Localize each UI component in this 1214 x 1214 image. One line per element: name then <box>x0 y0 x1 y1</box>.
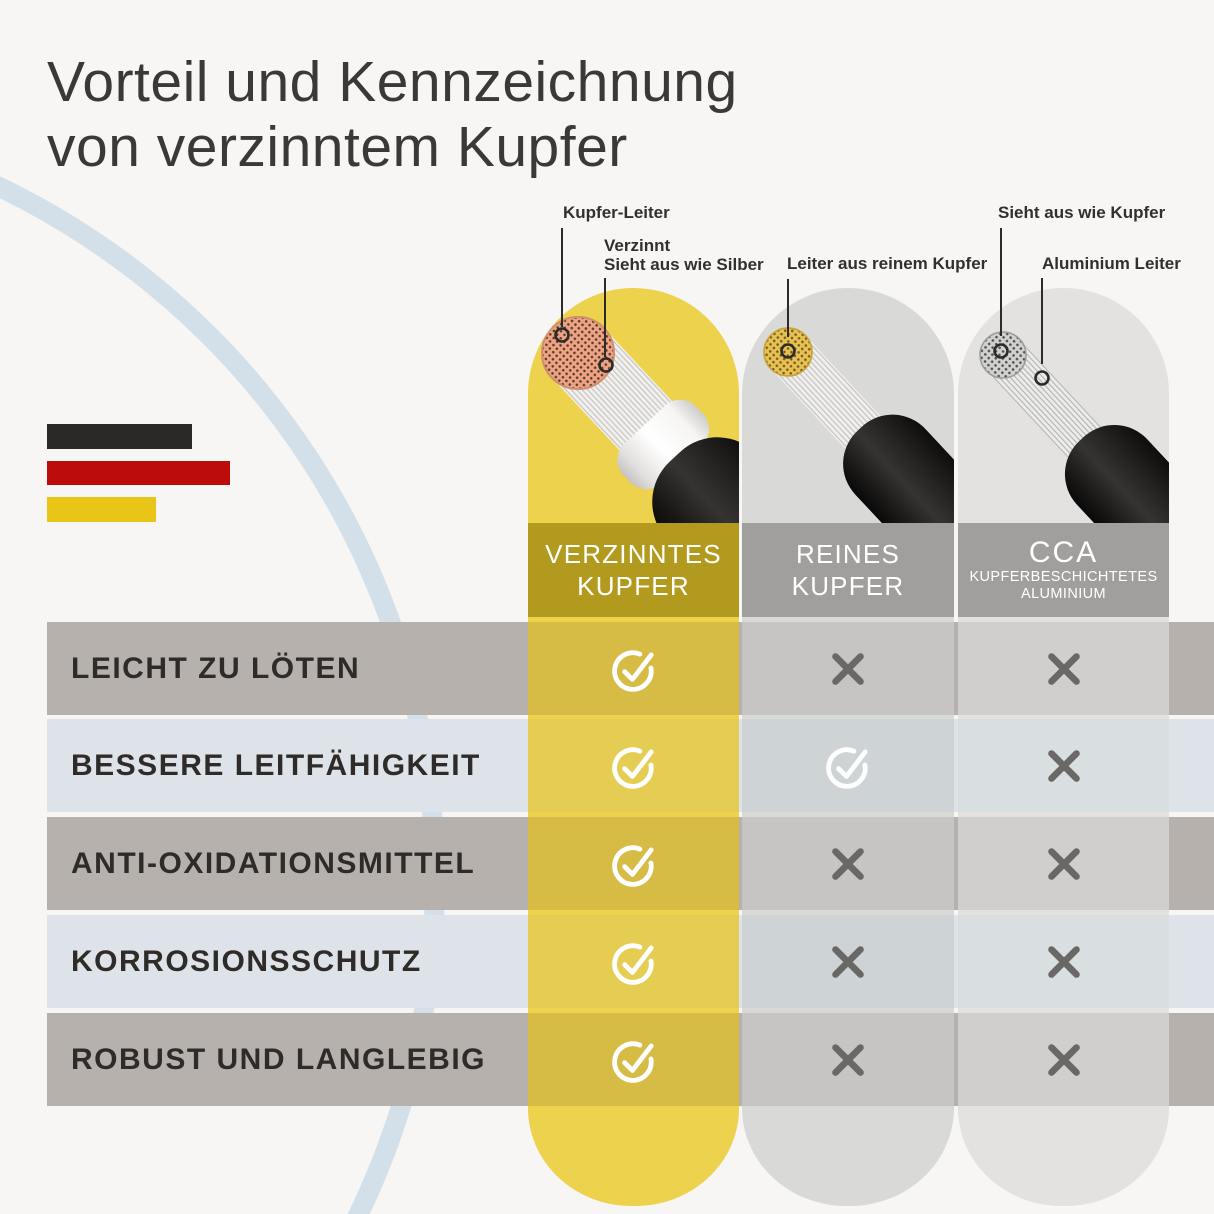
column-header-line1: CCA <box>1028 536 1099 569</box>
table-cell <box>958 719 1169 812</box>
table-cell <box>742 719 954 812</box>
row-label: BESSERE LEITFÄHIGKEIT <box>71 748 481 782</box>
column-reines-kupfer: REINES KUPFER <box>742 288 954 1206</box>
cross-icon <box>832 945 864 978</box>
label-aluminium-leiter: Aluminium Leiter <box>1042 254 1181 273</box>
page-title: Vorteil und Kennzeichnung von verzinntem… <box>47 50 738 180</box>
table-cell <box>742 622 954 715</box>
cross-icon <box>1047 1043 1080 1076</box>
row-label: LEICHT ZU LÖTEN <box>71 651 361 685</box>
label-verzinnt-line2: Sieht aus wie Silber <box>604 255 764 274</box>
check-icon <box>611 1040 654 1083</box>
column-header-line1: VERZINNTES <box>545 539 722 569</box>
column-header-reines-kupfer: REINES KUPFER <box>742 523 954 617</box>
row-label: KORROSIONSSCHUTZ <box>71 944 422 978</box>
label-verzinnt-line1: Verzinnt <box>604 236 671 255</box>
cross-icon <box>1047 749 1080 782</box>
check-icon <box>826 746 868 789</box>
label-kupfer-leiter: Kupfer-Leiter <box>563 203 670 222</box>
label-verzinnt: Verzinnt Sieht aus wie Silber <box>604 236 764 274</box>
table-cell <box>958 622 1169 715</box>
table-cell <box>958 1013 1169 1106</box>
flag-bar-black <box>47 424 192 449</box>
page-title-line1: Vorteil und Kennzeichnung <box>47 50 738 114</box>
table-cell <box>528 915 739 1008</box>
table-cell <box>528 1013 739 1106</box>
cross-icon <box>1047 847 1080 880</box>
column-header-subtitle2: ALUMINIUM <box>1021 586 1106 602</box>
column-header-line2: KUPFER <box>577 571 690 601</box>
table-cell <box>528 719 739 812</box>
cross-icon <box>1047 652 1080 685</box>
label-reines-kupfer-leiter: Leiter aus reinem Kupfer <box>787 254 988 273</box>
check-icon <box>611 942 654 985</box>
column-header-line2: KUPFER <box>791 571 905 601</box>
column-cells <box>528 288 739 1206</box>
column-verzinntes-kupfer: VERZINNTES KUPFER <box>528 288 739 1206</box>
label-sieht-aus-wie-kupfer: Sieht aus wie Kupfer <box>998 203 1166 222</box>
table-cell <box>958 915 1169 1008</box>
column-header-verzinntes-kupfer: VERZINNTES KUPFER <box>528 523 739 617</box>
cross-icon <box>832 652 864 685</box>
table-cell <box>958 817 1169 910</box>
table-cell <box>528 817 739 910</box>
pure-copper-cable-illustration <box>763 327 954 523</box>
flag-bar-gold <box>47 497 156 522</box>
table-cell <box>742 915 954 1008</box>
check-icon <box>611 746 654 789</box>
column-cells <box>742 288 954 1206</box>
cross-icon <box>832 1043 864 1076</box>
cross-icon <box>1047 945 1080 978</box>
table-cell <box>528 622 739 715</box>
column-header-cca: CCA KUPFERBESCHICHTETES ALUMINIUM <box>958 523 1169 617</box>
column-header-subtitle1: KUPFERBESCHICHTETES <box>969 569 1158 585</box>
check-icon <box>611 649 654 692</box>
cross-icon <box>832 847 864 880</box>
column-cca: CCA KUPFERBESCHICHTETES ALUMINIUM <box>958 288 1169 1206</box>
table-cell <box>742 817 954 910</box>
table-cell <box>742 1013 954 1106</box>
flag-bar-red <box>47 461 230 485</box>
column-cells <box>958 288 1169 1206</box>
column-header-line1: REINES <box>795 539 900 569</box>
row-label: ROBUST UND LANGLEBIG <box>71 1042 486 1076</box>
page-title-line2: von verzinntem Kupfer <box>47 114 628 179</box>
row-label: ANTI-OXIDATIONSMITTEL <box>71 846 476 880</box>
check-icon <box>611 844 654 887</box>
